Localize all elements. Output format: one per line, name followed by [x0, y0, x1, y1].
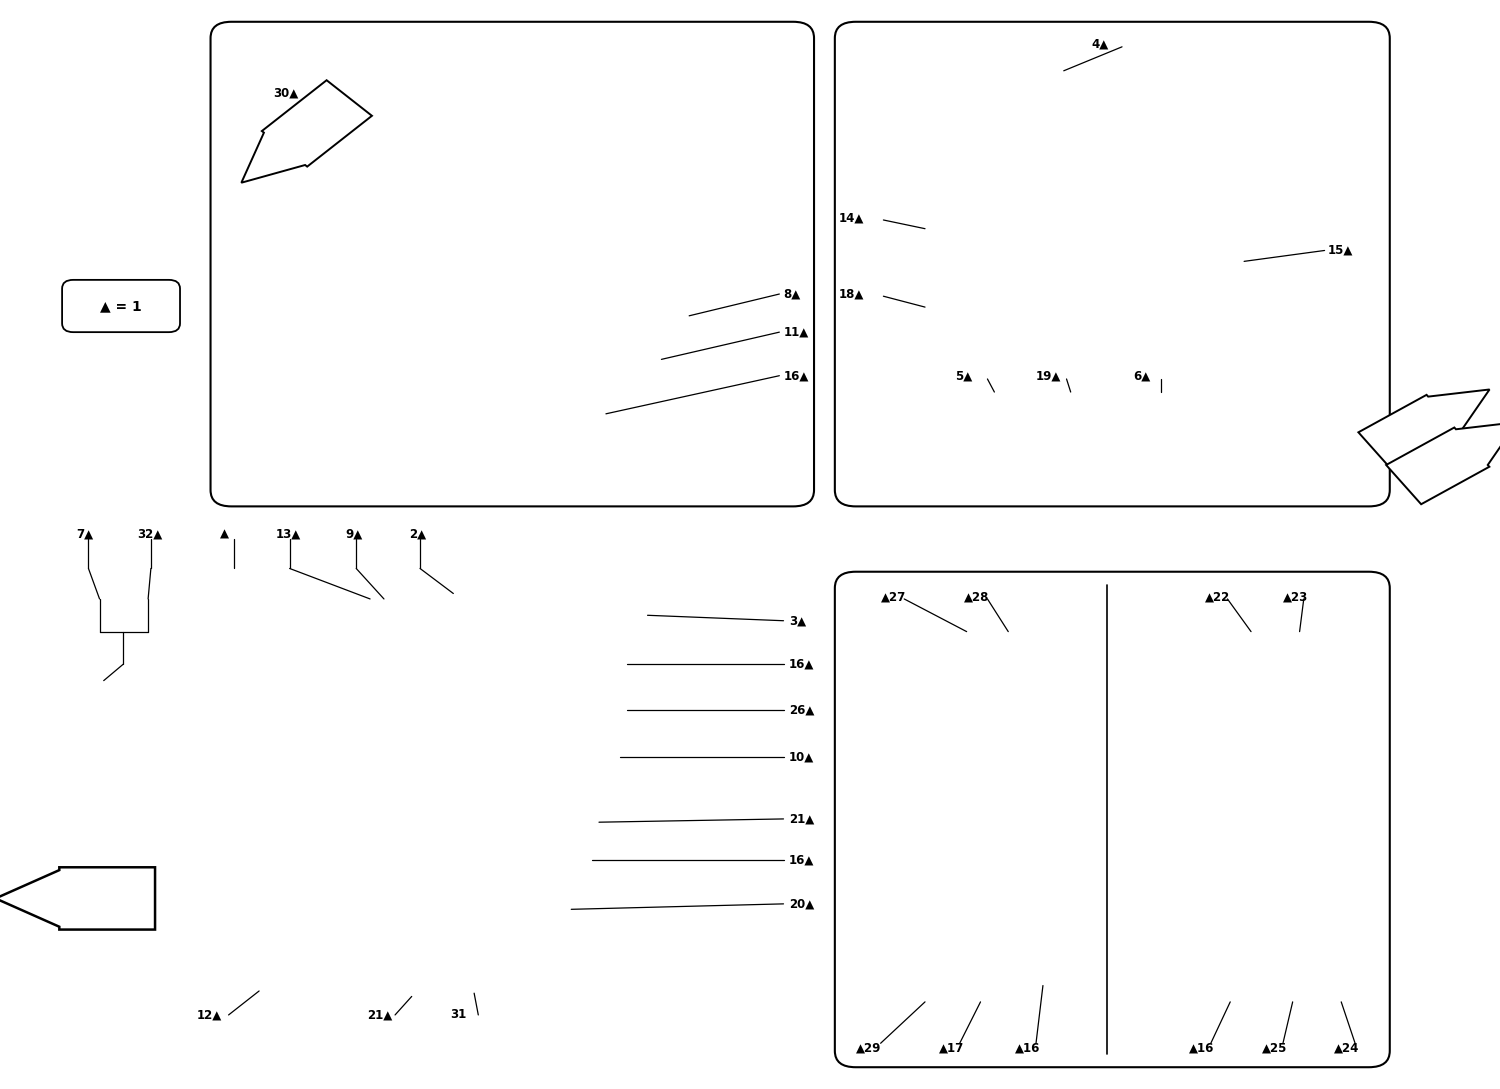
Text: 2▲: 2▲	[410, 527, 426, 540]
Text: 26▲: 26▲	[789, 703, 814, 717]
Polygon shape	[242, 81, 372, 183]
Text: 6▲: 6▲	[1132, 369, 1150, 382]
Text: 10▲: 10▲	[789, 750, 814, 763]
Text: 31: 31	[450, 1008, 466, 1021]
Polygon shape	[0, 867, 154, 930]
Text: 13▲: 13▲	[276, 527, 302, 540]
Text: 32▲: 32▲	[136, 527, 162, 540]
Text: ▲17: ▲17	[939, 1041, 964, 1054]
Text: ▲ = 1: ▲ = 1	[100, 299, 142, 313]
Text: 12▲: 12▲	[196, 1008, 222, 1021]
Text: ▲22: ▲22	[1206, 590, 1230, 603]
Text: 16▲: 16▲	[783, 369, 808, 382]
Text: 4▲: 4▲	[1092, 37, 1108, 50]
Text: ▲23: ▲23	[1282, 590, 1308, 603]
Text: 3▲: 3▲	[789, 614, 806, 627]
Text: 21▲: 21▲	[368, 1008, 393, 1021]
Text: ▲16: ▲16	[1016, 1041, 1041, 1054]
Text: ▲25: ▲25	[1262, 1041, 1287, 1054]
Text: ▲27: ▲27	[880, 590, 906, 603]
Text: 16▲: 16▲	[789, 658, 814, 671]
Text: 20▲: 20▲	[789, 897, 814, 910]
Text: 18▲: 18▲	[839, 287, 864, 301]
Text: 21▲: 21▲	[789, 812, 814, 825]
Text: 15▲: 15▲	[1328, 244, 1353, 257]
Text: 5▲: 5▲	[956, 369, 974, 382]
Text: 7▲: 7▲	[76, 527, 93, 540]
Text: ▲24: ▲24	[1335, 1041, 1359, 1054]
Text: ▲16: ▲16	[1188, 1041, 1214, 1054]
Text: 14▲: 14▲	[839, 211, 864, 224]
Polygon shape	[1359, 390, 1490, 472]
Text: 11▲: 11▲	[783, 326, 808, 339]
Text: 30▲: 30▲	[273, 86, 298, 99]
Text: 9▲: 9▲	[345, 527, 363, 540]
Text: ▲: ▲	[220, 527, 230, 540]
Polygon shape	[1386, 423, 1500, 504]
Text: 16▲: 16▲	[789, 854, 814, 867]
Text: 19▲: 19▲	[1036, 369, 1062, 382]
Text: ▲29: ▲29	[855, 1041, 880, 1054]
Text: 8▲: 8▲	[783, 287, 801, 301]
Text: ▲28: ▲28	[964, 590, 988, 603]
